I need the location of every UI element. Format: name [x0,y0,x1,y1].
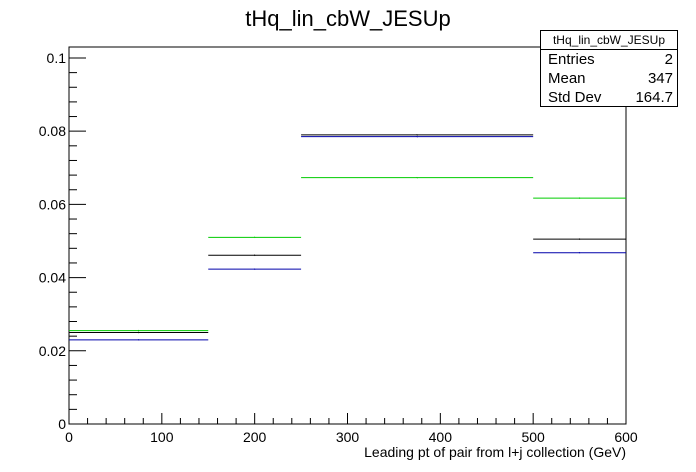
bin-center-marker [578,197,581,200]
bin-center-marker [137,329,140,332]
bin-center-marker [137,331,140,334]
x-tick-label: 0 [65,429,73,445]
x-tick-label: 400 [429,429,453,445]
stats-label: Mean [548,70,586,87]
stats-label: Entries [548,51,595,68]
stats-label: Std Dev [548,89,602,106]
stats-title: tHq_lin_cbW_JESUp [541,31,677,50]
x-axis-label: Leading pt of pair from l+j collection (… [364,444,626,460]
chart-title: tHq_lin_cbW_JESUp [245,6,450,31]
y-tick-label: 0.02 [39,343,66,359]
stats-value: 2 [664,51,673,68]
series-layer [69,133,626,341]
x-tick-label: 100 [150,429,174,445]
bin-center-marker [578,238,581,241]
bin-center-marker [416,176,418,179]
y-tick-label: 0 [58,416,66,432]
x-tick-label: 300 [336,429,360,445]
y-tick-label: 0.08 [39,123,66,139]
bin-center-marker [137,338,140,341]
y-tick-label: 0.04 [39,270,66,286]
bin-center-marker [253,268,256,271]
x-axis: 0 100 200 300 400 500 600 [65,413,638,445]
bin-center-marker [578,251,581,254]
y-tick-label: 0.1 [47,50,67,66]
bin-center-marker [416,135,418,138]
y-axis: 0 0.02 0.04 0.06 0.08 0.1 [39,50,86,432]
x-tick-label: 500 [521,429,545,445]
stats-value: 347 [647,70,673,87]
stats-row-mean: Mean 347 [541,69,677,88]
stats-row-std-dev: Std Dev 164.7 [541,88,677,107]
y-tick-label: 0.06 [39,196,66,212]
stats-row-entries: Entries 2 [541,50,677,69]
x-tick-label: 600 [614,429,638,445]
bin-center-marker [253,236,256,239]
stats-value: 164.7 [635,89,673,106]
x-tick-label: 200 [243,429,267,445]
bin-center-marker [253,254,256,257]
stats-box: tHq_lin_cbW_JESUp Entries 2 Mean 347 Std… [540,30,678,107]
bin-center-marker [416,133,418,136]
